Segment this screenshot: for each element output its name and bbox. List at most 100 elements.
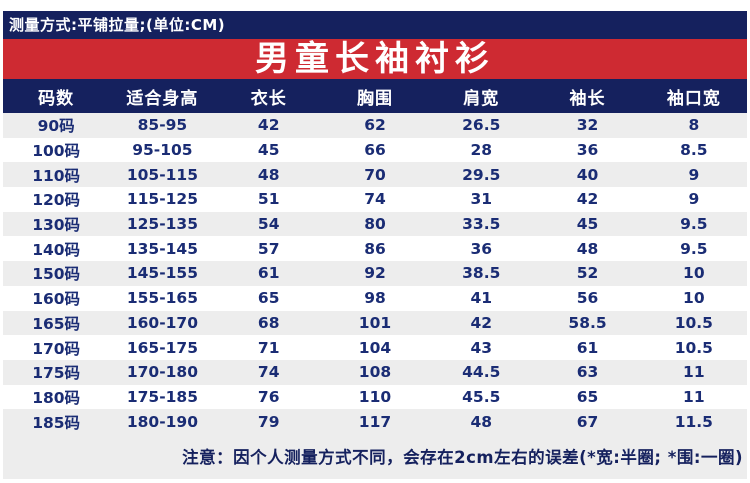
measurement-cell: 110 xyxy=(358,387,392,406)
table-row: 185码 180-190 79 117 48 67 11.5 xyxy=(3,409,747,434)
measurement-cell: 45 xyxy=(257,141,280,160)
measurement-cell: 11 xyxy=(683,387,705,406)
header-chest: 胸围 xyxy=(321,79,429,113)
header-height-range: 适合身高 xyxy=(109,79,216,113)
measurement-cell: 9.5 xyxy=(680,239,708,258)
table-row: 140码 135-145 57 86 36 48 9.5 xyxy=(3,236,747,262)
measurement-cell: 31 xyxy=(470,190,493,209)
measurement-cell: 56 xyxy=(576,289,599,308)
header-cuff-width: 袖口宽 xyxy=(640,79,747,113)
measurement-cell: 65 xyxy=(576,387,599,406)
measurement-cell: 95-105 xyxy=(132,141,193,160)
measurement-cell: 61 xyxy=(257,264,280,283)
measurement-cell: 9.5 xyxy=(680,215,708,234)
measurement-cell: 45.5 xyxy=(462,387,501,406)
measurement-cell: 80 xyxy=(364,215,386,234)
measurement-cell: 10.5 xyxy=(674,338,713,357)
measurement-cell: 8.5 xyxy=(680,141,708,160)
measurement-cell: 10 xyxy=(683,264,705,283)
size-cell: 120码 xyxy=(32,191,81,210)
measurement-cell: 10.5 xyxy=(674,313,713,332)
measurement-cell: 85-95 xyxy=(137,116,188,135)
measurement-cell: 9 xyxy=(688,190,700,209)
measurement-cell: 66 xyxy=(364,141,386,160)
size-cell: 160码 xyxy=(32,290,81,309)
measurement-cell: 160-170 xyxy=(126,313,198,332)
note-row: 注意：因个人测量方式不同，会存在2cm左右的误差(*宽:半圈; *围:一圈) xyxy=(3,433,747,479)
size-cell: 150码 xyxy=(32,265,81,284)
measurement-cell: 9 xyxy=(688,165,700,184)
measurement-cell: 10 xyxy=(683,289,705,308)
header-garment-length: 衣长 xyxy=(215,79,322,113)
size-cell: 170码 xyxy=(32,339,81,358)
measurement-cell: 115-125 xyxy=(126,190,198,209)
measurement-cell: 29.5 xyxy=(462,165,501,184)
size-cell: 110码 xyxy=(32,166,81,185)
measurement-cell: 32 xyxy=(576,116,599,135)
table-row: 90码 85-95 42 62 26.5 32 8 xyxy=(3,113,747,138)
measurement-cell: 48 xyxy=(576,239,599,258)
measurement-cell: 36 xyxy=(576,141,599,160)
measurement-cell: 48 xyxy=(470,412,493,431)
measurement-cell: 40 xyxy=(576,165,599,184)
size-cell: 140码 xyxy=(32,240,81,259)
measurement-cell: 51 xyxy=(257,190,280,209)
table-row: 120码 115-125 51 74 31 42 9 xyxy=(3,187,747,212)
measurement-cell: 92 xyxy=(364,264,386,283)
header-size: 码数 xyxy=(3,79,110,113)
size-cell: 180码 xyxy=(32,388,81,407)
size-cell: 90码 xyxy=(37,117,75,136)
measurement-cell: 98 xyxy=(364,289,386,308)
measurement-cell: 62 xyxy=(364,116,386,135)
table-row: 150码 145-155 61 92 38.5 52 10 xyxy=(3,261,747,286)
measurement-cell: 41 xyxy=(470,289,493,308)
measurement-cell: 165-175 xyxy=(126,338,198,357)
measurement-cell: 86 xyxy=(364,239,386,258)
measurement-cell: 61 xyxy=(576,338,599,357)
measurement-cell: 45 xyxy=(576,215,599,234)
measurement-cell: 105-115 xyxy=(126,165,198,184)
page-title: 男童长袖衬衫 xyxy=(255,39,495,79)
measurement-cell: 54 xyxy=(257,215,280,234)
table-row: 160码 155-165 65 98 41 56 10 xyxy=(3,285,747,311)
measurement-cell: 8 xyxy=(688,116,700,135)
measurement-cell: 101 xyxy=(358,313,392,332)
measurement-cell: 70 xyxy=(364,165,386,184)
table-row: 110码 105-115 48 70 29.5 40 9 xyxy=(3,162,747,188)
measurement-cell: 26.5 xyxy=(462,116,501,135)
header-shoulder: 肩宽 xyxy=(428,79,535,113)
measurement-cell: 63 xyxy=(576,363,599,382)
table-row: 180码 175-185 76 110 45.5 65 11 xyxy=(3,384,747,410)
measurement-cell: 11.5 xyxy=(674,412,713,431)
measurement-cell: 43 xyxy=(470,338,493,357)
size-cell: 165码 xyxy=(32,314,81,333)
measurement-cell: 67 xyxy=(576,412,599,431)
measurement-cell: 65 xyxy=(257,289,280,308)
table-row: 165码 160-170 68 101 42 58.5 10.5 xyxy=(3,310,747,336)
measurement-cell: 44.5 xyxy=(462,363,501,382)
measurement-cell: 74 xyxy=(364,190,386,209)
measurement-cell: 74 xyxy=(257,363,280,382)
size-chart-content: 测量方式:平铺拉量;(单位:CM) 男童长袖衬衫 码数 适合身高 衣长 胸围 肩… xyxy=(3,11,747,479)
measurement-method-bar: 测量方式:平铺拉量;(单位:CM) xyxy=(3,11,747,39)
table-row: 175码 170-180 74 108 44.5 63 11 xyxy=(3,359,747,385)
measurement-cell: 68 xyxy=(257,313,280,332)
measurement-cell: 117 xyxy=(358,412,392,431)
table-row: 130码 125-135 54 80 33.5 45 9.5 xyxy=(3,211,747,237)
measurement-note: 注意：因个人测量方式不同，会存在2cm左右的误差(*宽:半圈; *围:一圈) xyxy=(182,448,743,468)
measurement-cell: 58.5 xyxy=(568,313,607,332)
measurement-cell: 180-190 xyxy=(126,412,198,431)
measurement-cell: 79 xyxy=(257,412,280,431)
title-banner: 男童长袖衬衫 xyxy=(3,39,747,79)
measurement-cell: 57 xyxy=(257,239,280,258)
measurement-cell: 125-135 xyxy=(126,215,198,234)
measurement-cell: 52 xyxy=(576,264,599,283)
size-cell: 175码 xyxy=(32,364,81,383)
measurement-cell: 145-155 xyxy=(126,264,198,283)
measurement-cell: 48 xyxy=(257,165,280,184)
measurement-cell: 108 xyxy=(358,363,392,382)
measurement-cell: 170-180 xyxy=(126,363,198,382)
measurement-cell: 28 xyxy=(470,141,493,160)
measurement-cell: 42 xyxy=(576,190,599,209)
